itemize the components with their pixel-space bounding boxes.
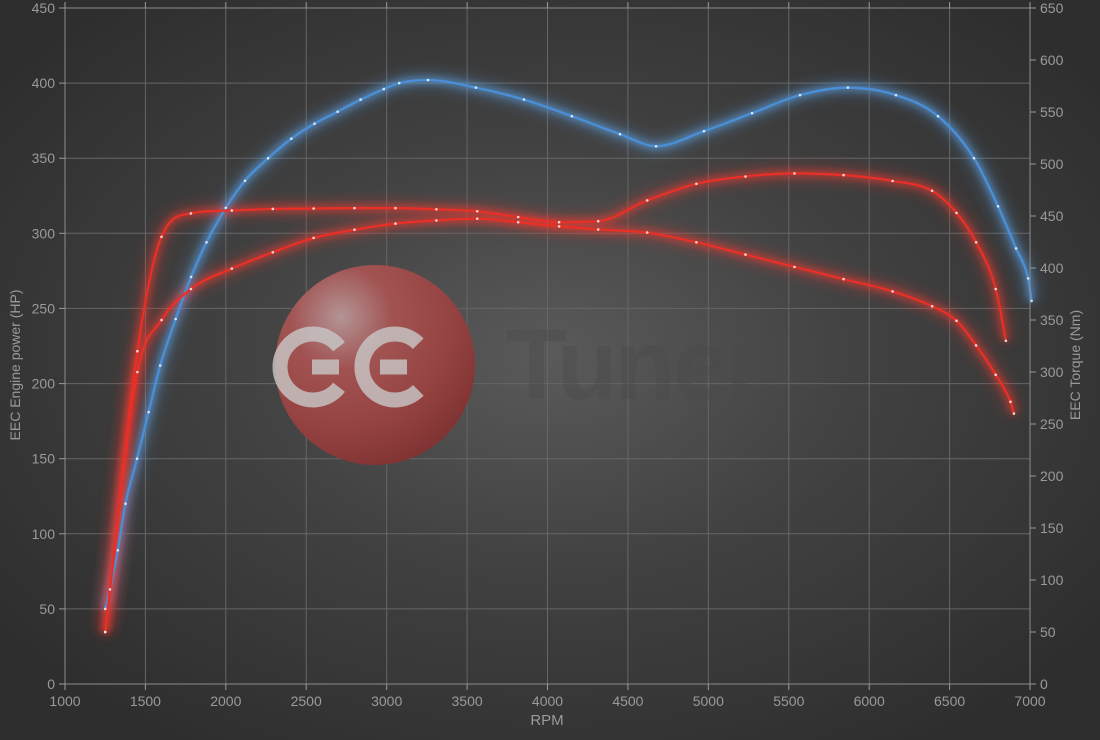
svg-text:550: 550 [1040, 104, 1064, 120]
svg-text:6000: 6000 [854, 693, 885, 709]
svg-text:1500: 1500 [130, 693, 161, 709]
svg-text:5500: 5500 [773, 693, 804, 709]
svg-text:400: 400 [1040, 260, 1064, 276]
svg-text:450: 450 [32, 0, 56, 16]
svg-text:3000: 3000 [371, 693, 402, 709]
svg-text:EEC Engine power (HP): EEC Engine power (HP) [7, 290, 23, 441]
svg-text:1000: 1000 [49, 693, 80, 709]
svg-text:350: 350 [32, 150, 56, 166]
svg-text:150: 150 [1040, 520, 1064, 536]
svg-text:250: 250 [1040, 416, 1064, 432]
svg-text:300: 300 [32, 225, 56, 241]
svg-text:200: 200 [32, 376, 56, 392]
svg-text:250: 250 [32, 300, 56, 316]
svg-text:Tuner: Tuner [506, 309, 763, 421]
svg-text:3500: 3500 [452, 693, 483, 709]
svg-text:2000: 2000 [210, 693, 241, 709]
svg-text:100: 100 [32, 526, 56, 542]
svg-text:0: 0 [1040, 676, 1048, 692]
svg-text:6500: 6500 [934, 693, 965, 709]
svg-text:200: 200 [1040, 468, 1064, 484]
svg-text:5000: 5000 [693, 693, 724, 709]
svg-text:500: 500 [1040, 156, 1064, 172]
svg-text:300: 300 [1040, 364, 1064, 380]
svg-text:100: 100 [1040, 572, 1064, 588]
svg-text:7000: 7000 [1014, 693, 1045, 709]
svg-text:150: 150 [32, 451, 56, 467]
svg-text:0: 0 [47, 676, 55, 692]
svg-text:650: 650 [1040, 0, 1064, 16]
svg-text:4000: 4000 [532, 693, 563, 709]
svg-text:4500: 4500 [612, 693, 643, 709]
svg-text:50: 50 [39, 601, 55, 617]
svg-text:450: 450 [1040, 208, 1064, 224]
svg-text:50: 50 [1040, 624, 1056, 640]
svg-text:350: 350 [1040, 312, 1064, 328]
svg-text:RPM: RPM [530, 712, 563, 729]
svg-text:EEC Torque (Nm): EEC Torque (Nm) [1067, 310, 1083, 420]
svg-text:600: 600 [1040, 52, 1064, 68]
svg-text:2500: 2500 [291, 693, 322, 709]
svg-text:400: 400 [32, 75, 56, 91]
